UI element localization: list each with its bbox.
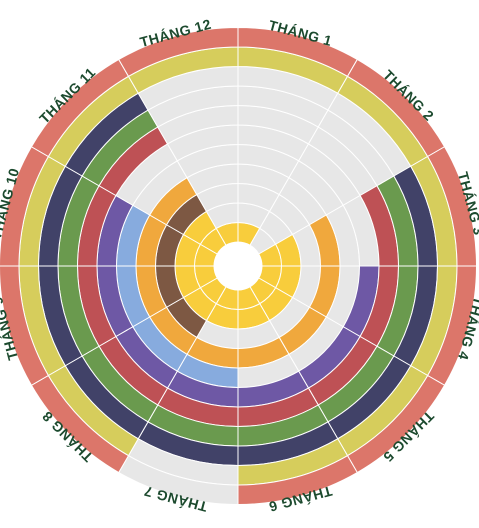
segment-month-12-ring-11 [118, 26, 239, 78]
center-hole [215, 243, 261, 289]
chart-segments [0, 26, 478, 506]
